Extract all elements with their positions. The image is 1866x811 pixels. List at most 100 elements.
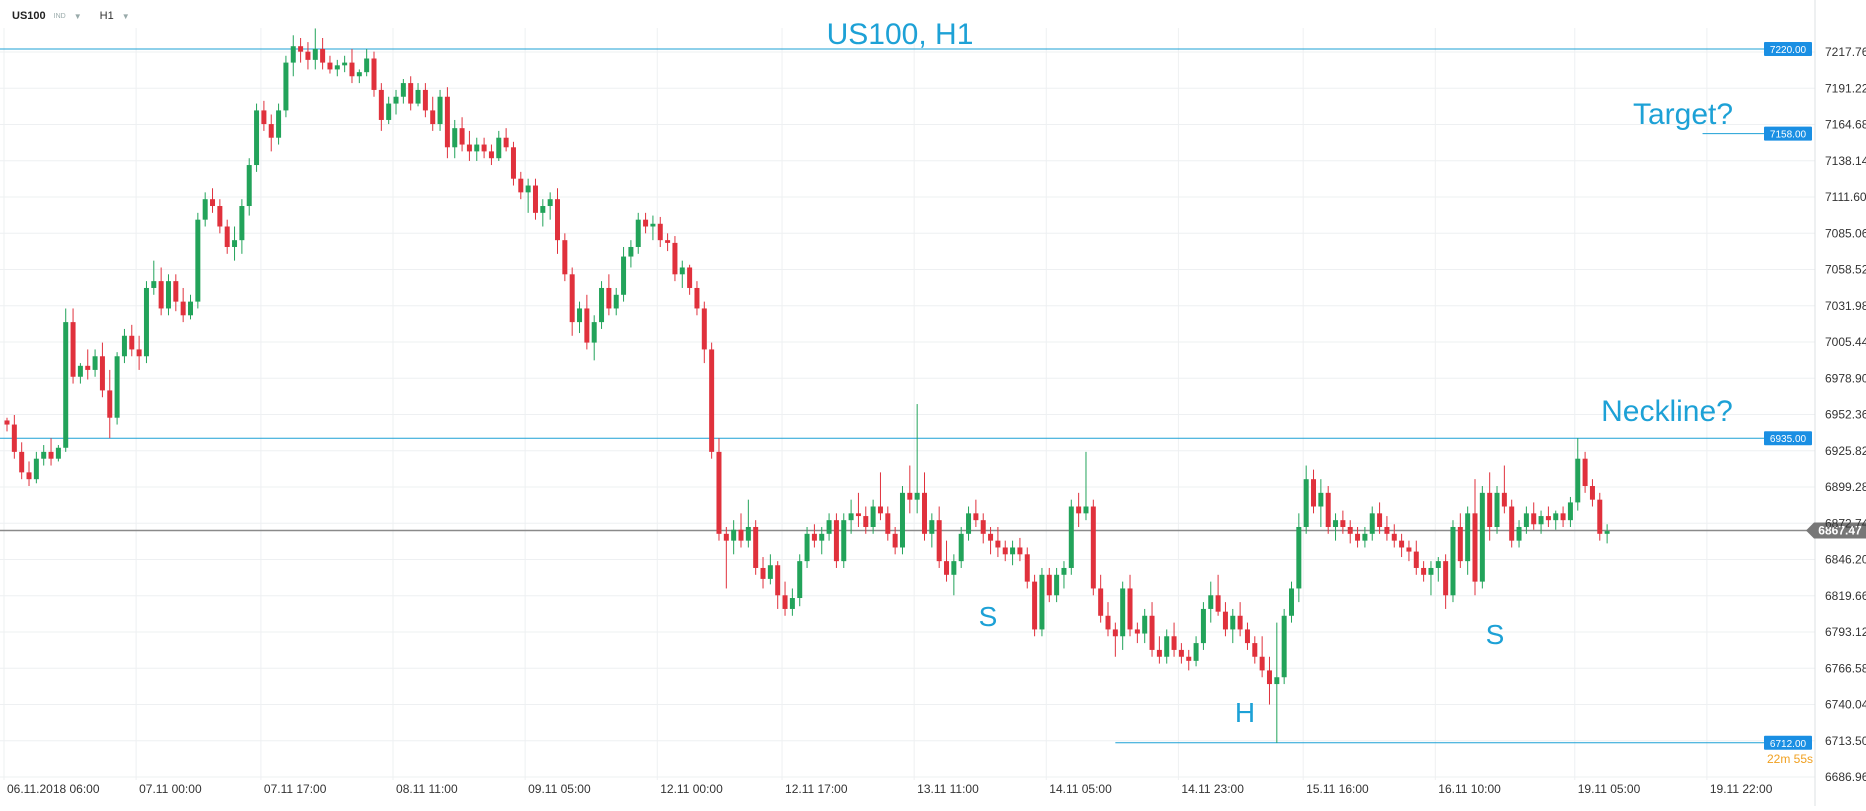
candle-body bbox=[1149, 615, 1155, 650]
candle-body bbox=[1032, 581, 1038, 630]
candle-body bbox=[510, 147, 516, 179]
y-tick-label: 6952.36 bbox=[1825, 408, 1866, 422]
candle-body bbox=[716, 451, 722, 534]
candle-body bbox=[679, 267, 685, 275]
candle-body bbox=[481, 144, 487, 152]
candle-body bbox=[555, 199, 560, 241]
candle-body bbox=[1090, 506, 1096, 589]
candle-body bbox=[1567, 502, 1573, 521]
candle-body bbox=[1553, 513, 1559, 521]
candle-body bbox=[1039, 574, 1045, 630]
grid bbox=[0, 0, 1816, 806]
candle-body bbox=[907, 492, 913, 500]
candle-body bbox=[224, 226, 230, 247]
price-axis[interactable]: 7217.76 7191.22 7164.68 7138.14 7111.60 7085.… bbox=[1825, 45, 1866, 784]
candle-body bbox=[188, 301, 193, 316]
candle-body bbox=[863, 516, 869, 527]
candle-body bbox=[518, 178, 524, 193]
candle-body bbox=[246, 165, 252, 207]
candle-body bbox=[1068, 506, 1074, 568]
candle-body bbox=[995, 540, 1001, 548]
level-price-tag bbox=[1764, 431, 1812, 446]
candle-body bbox=[584, 308, 590, 343]
candle-body bbox=[1098, 588, 1104, 616]
candle-body bbox=[1465, 513, 1471, 562]
candle-body bbox=[870, 506, 876, 527]
symbol-label[interactable]: US100 bbox=[12, 10, 46, 22]
candle-body bbox=[767, 565, 773, 579]
level-price-label: 7158.00 bbox=[1770, 130, 1807, 141]
candle-body bbox=[1421, 567, 1427, 575]
candle-body bbox=[11, 424, 17, 452]
candle-body bbox=[914, 492, 920, 500]
candle-body bbox=[621, 256, 627, 295]
candle-body bbox=[877, 506, 883, 514]
time-axis[interactable]: 06.11.2018 06:00 07.11 00:00 07.11 17:00 08… bbox=[7, 782, 1773, 796]
x-tick-label: 12.11 17:00 bbox=[785, 782, 848, 796]
candle-body bbox=[48, 451, 54, 459]
y-tick-label: 7031.98 bbox=[1825, 299, 1866, 313]
candle-body bbox=[1545, 516, 1551, 521]
candle-body bbox=[1325, 492, 1331, 527]
x-tick-label: 13.11 11:00 bbox=[917, 782, 979, 796]
candle-body bbox=[1186, 656, 1192, 661]
y-tick-label: 6713.50 bbox=[1825, 734, 1866, 748]
candle-body bbox=[437, 96, 443, 125]
timeframe-label[interactable]: H1 bbox=[99, 10, 114, 22]
candle-body bbox=[386, 103, 392, 120]
candle-body bbox=[320, 48, 326, 63]
candle-body bbox=[797, 561, 803, 599]
candle-body bbox=[709, 349, 715, 452]
candle-body bbox=[1369, 513, 1375, 534]
level-price-label: 6712.00 bbox=[1770, 739, 1807, 750]
candle-body bbox=[936, 520, 942, 562]
x-tick-label: 14.11 05:00 bbox=[1049, 782, 1112, 796]
candle-body bbox=[980, 520, 986, 534]
candle-body bbox=[775, 565, 781, 596]
candle-body bbox=[789, 598, 795, 609]
x-tick-label: 08.11 11:00 bbox=[396, 782, 458, 796]
candle-body bbox=[973, 513, 979, 521]
candle-body bbox=[70, 322, 76, 377]
horizontal-levels: 7220.00 7158.00 6935.00 6712.00 6867.47 22m 5… bbox=[0, 41, 1866, 766]
candle-body bbox=[1230, 615, 1236, 630]
candle-body bbox=[1340, 520, 1346, 527]
candle-body bbox=[1494, 492, 1500, 527]
candle-body bbox=[819, 533, 825, 541]
candle-body bbox=[1457, 526, 1463, 562]
candle-body bbox=[687, 267, 693, 288]
candle-body bbox=[885, 513, 891, 534]
candle-body bbox=[488, 151, 494, 159]
candle-body bbox=[1406, 547, 1412, 552]
candle-body bbox=[268, 124, 274, 138]
x-tick-label: 09.11 05:00 bbox=[528, 782, 591, 796]
candle-body bbox=[151, 281, 157, 288]
candle-body bbox=[643, 219, 649, 227]
candle-body bbox=[26, 472, 32, 480]
candle-body bbox=[276, 110, 282, 138]
candle-body bbox=[400, 83, 406, 97]
candle-body bbox=[1575, 458, 1581, 503]
pattern-annotation: H bbox=[1235, 697, 1255, 728]
instrument-header: US100 IND ▼ H1 ▼ bbox=[12, 10, 130, 22]
candle-body bbox=[290, 46, 296, 63]
candle-body bbox=[1244, 629, 1250, 644]
candle-body bbox=[364, 58, 370, 73]
candle-body bbox=[606, 287, 612, 309]
candle-body bbox=[393, 96, 399, 104]
chevron-down-icon[interactable]: ▼ bbox=[73, 11, 82, 21]
candle-body bbox=[114, 356, 120, 418]
candle-body bbox=[158, 281, 164, 309]
chevron-down-icon[interactable]: ▼ bbox=[121, 11, 130, 21]
candle-body bbox=[1311, 479, 1317, 507]
candle-body bbox=[41, 451, 47, 459]
candle-body bbox=[1560, 513, 1566, 521]
candle-body bbox=[1274, 677, 1280, 685]
candle-body bbox=[356, 72, 362, 77]
y-tick-label: 7138.14 bbox=[1825, 154, 1866, 168]
candle-body bbox=[415, 89, 421, 104]
level-price-tag bbox=[1764, 126, 1812, 141]
candle-body bbox=[1259, 656, 1265, 671]
candle-body bbox=[4, 420, 10, 425]
